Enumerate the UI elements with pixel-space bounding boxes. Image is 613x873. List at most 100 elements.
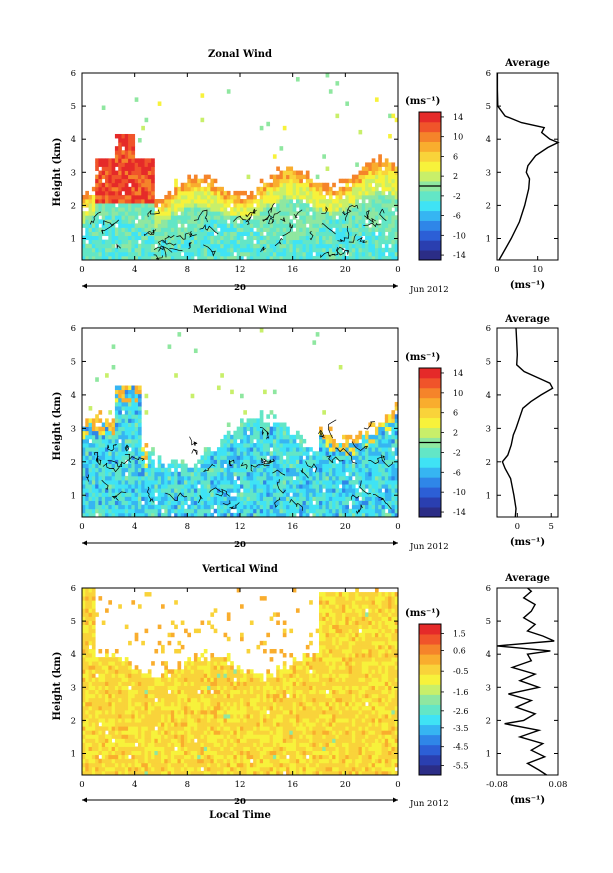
heatmap-cell — [180, 467, 185, 473]
heatmap-cell — [342, 190, 346, 196]
heatmap-cell — [355, 480, 359, 485]
heatmap-cell — [256, 484, 261, 489]
contour-line — [191, 448, 198, 455]
heatmap-cell — [351, 247, 356, 253]
heatmap-cell — [131, 231, 136, 237]
heatmap-cell — [302, 211, 307, 216]
heatmap-cell — [131, 746, 136, 752]
heatmap-cell — [108, 718, 113, 723]
heatmap-cell — [374, 203, 379, 208]
heatmap-cell — [365, 500, 369, 506]
heatmap-cell — [338, 467, 343, 473]
heatmap-cell — [134, 459, 139, 464]
heatmap-cell — [98, 762, 103, 768]
heatmap-cell — [147, 766, 152, 772]
heatmap-cell — [286, 463, 290, 469]
heatmap-cell — [388, 422, 392, 428]
heatmap-cell — [394, 447, 399, 452]
heatmap-cell — [95, 451, 99, 456]
heatmap-cell — [151, 463, 155, 469]
heatmap-cell — [157, 475, 162, 481]
heatmap-cell — [253, 471, 257, 477]
date-label: Jun 2012 — [409, 542, 449, 552]
heatmap-cell — [256, 199, 261, 204]
heatmap-cell — [141, 750, 145, 756]
heatmap-cell — [348, 178, 353, 184]
heatmap-cell — [240, 508, 244, 514]
heatmap-cell — [368, 496, 373, 501]
heatmap-cell — [154, 714, 159, 719]
heatmap-cell — [190, 235, 195, 241]
heatmap-cell — [361, 451, 366, 456]
heatmap-cell — [391, 251, 396, 257]
heatmap-cell — [144, 508, 149, 514]
heatmap-cell — [147, 681, 152, 686]
heatmap-cell — [151, 158, 155, 163]
heatmap-cell — [299, 170, 303, 176]
heatmap-cell — [147, 166, 152, 171]
heatmap-cell — [121, 665, 126, 670]
heatmap-cell — [351, 239, 356, 245]
heatmap-cell — [147, 451, 152, 456]
heatmap-cell — [216, 504, 221, 510]
heatmap-cell — [151, 677, 155, 682]
heatmap-cell — [91, 620, 96, 625]
heatmap-cell — [174, 215, 178, 220]
heatmap-cell — [121, 393, 126, 399]
heatmap-cell — [147, 162, 152, 167]
contour-line — [344, 204, 359, 221]
heatmap-cell — [351, 194, 356, 200]
heatmap-cell — [286, 500, 290, 506]
heatmap-cell — [388, 418, 392, 423]
heatmap-cell — [348, 459, 353, 464]
heatmap-cell — [394, 500, 399, 506]
heatmap-cell — [276, 243, 280, 249]
heatmap-cell — [338, 492, 343, 497]
colorbar-swatch — [419, 171, 441, 182]
heatmap-cell — [309, 459, 313, 464]
heatmap-cell — [381, 512, 386, 518]
heatmap-cell — [358, 492, 363, 497]
heatmap-cell — [342, 227, 346, 232]
heatmap-cell — [351, 251, 356, 257]
heatmap-cell — [114, 492, 119, 497]
heatmap-cell — [184, 186, 188, 192]
heatmap-cell — [134, 504, 139, 510]
heatmap-cell — [121, 178, 126, 184]
heatmap-cell — [108, 247, 113, 253]
heatmap-cell — [351, 508, 356, 514]
heatmap-cell — [95, 484, 99, 489]
heatmap-cell — [131, 174, 136, 180]
heatmap-cell — [365, 512, 369, 518]
heatmap-cell — [384, 447, 389, 452]
heatmap-cell — [105, 750, 109, 756]
heatmap-cell — [144, 742, 149, 747]
heatmap-cell — [141, 766, 145, 772]
heatmap-cell — [246, 247, 251, 253]
heatmap-cell — [213, 219, 218, 224]
heatmap-cell — [85, 624, 89, 630]
contour-line — [261, 429, 264, 436]
heatmap-cell — [213, 475, 218, 481]
heatmap-cell — [82, 508, 86, 514]
heatmap-cell — [286, 219, 290, 224]
heatmap-cell — [154, 693, 159, 699]
heatmap-cell — [384, 451, 389, 456]
heatmap-cell — [246, 500, 251, 506]
heatmap-cell — [391, 455, 396, 460]
heatmap-cell — [312, 199, 317, 204]
heatmap-cell — [88, 669, 93, 674]
heatmap-cell — [388, 500, 392, 506]
heatmap-cell — [371, 158, 376, 163]
heatmap-cell — [157, 640, 162, 646]
heatmap-cell — [233, 215, 238, 220]
heatmap-cell — [85, 640, 89, 646]
heatmap-cell — [147, 235, 152, 241]
heatmap-cell — [249, 471, 254, 477]
heatmap-cell — [91, 500, 96, 506]
heatmap-cell — [279, 199, 284, 204]
heatmap-cell — [269, 463, 274, 469]
heatmap-cell — [105, 471, 109, 477]
heatmap-cell — [256, 231, 261, 237]
heatmap-cell — [144, 709, 149, 715]
